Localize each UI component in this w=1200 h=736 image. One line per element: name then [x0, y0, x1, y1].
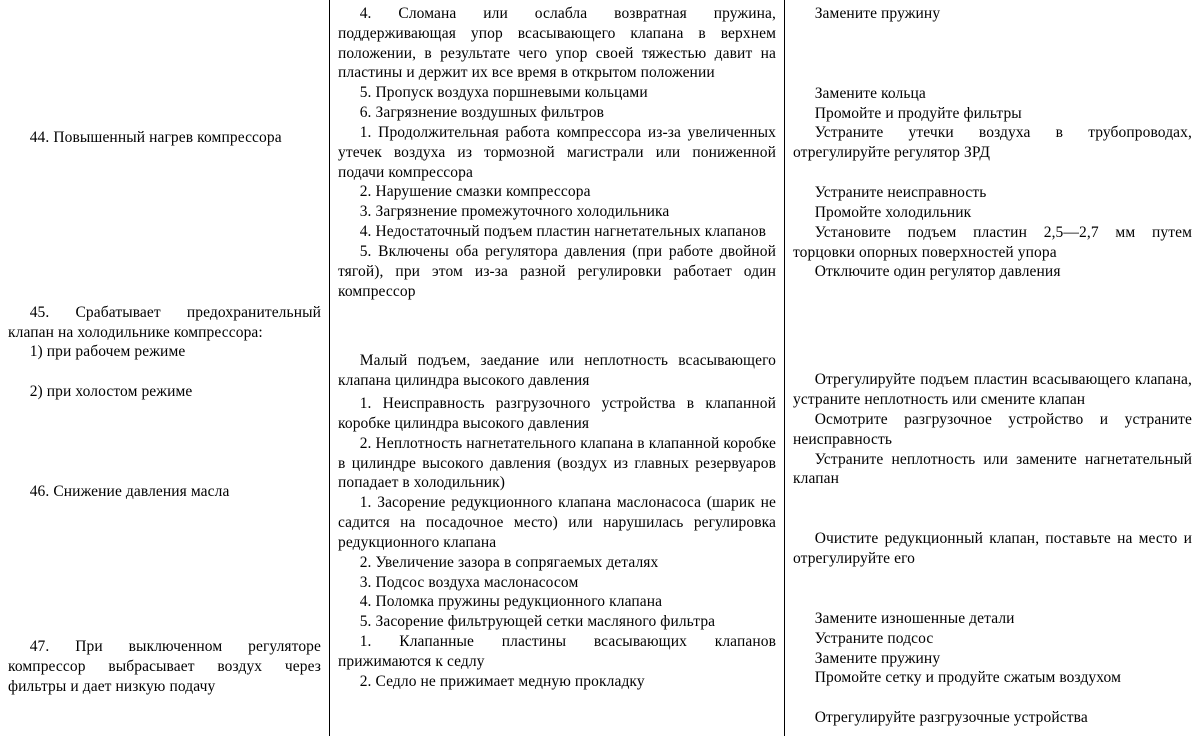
cause-m4: 4. Недостаточный подъем пластин нагнетат… [338, 222, 776, 242]
remedy-q1: Отрегулируйте разгрузочные устройства [793, 708, 1192, 728]
cause-m1: 1. Продолжительная работа компрессора из… [338, 123, 776, 182]
cause-m3: 3. Загрязнение промежуточного холодильни… [338, 202, 776, 222]
fault-46: 46. Снижение давления масла [8, 482, 321, 502]
remedy-m4: Установите подъем пластин 2,5—2,7 мм пут… [793, 223, 1192, 263]
remedy-p2: Замените изношенные детали [793, 609, 1192, 629]
remedy-p1: Очистите редукционный клапан, поставьте … [793, 529, 1192, 569]
cause-p3: 3. Подсос воздуха маслонасосом [338, 573, 776, 593]
remedy-p3: Устраните подсос [793, 629, 1192, 649]
remedy-m3: Промойте холодильник [793, 203, 1192, 223]
fault-45: 45. Срабатывает предохранительный клапан… [8, 303, 321, 343]
remedy-o2: Устраните неплотность или замените нагне… [793, 450, 1192, 490]
fault-45-1: 1) при рабочем режиме [8, 342, 321, 362]
remedy-p4: Замените пружину [793, 649, 1192, 669]
fault-45-2: 2) при холостом режиме [8, 382, 321, 402]
fault-47: 47. При выключенном регуляторе компрессо… [8, 637, 321, 696]
remedy-o1: Осмотрите разгрузочное устройство и устр… [793, 410, 1192, 450]
remedy-l5: Замените кольца [793, 84, 1192, 104]
remedy-p5: Промойте сетку и продуйте сжатым воздухо… [793, 668, 1192, 688]
column-fault: 44. Повышенный нагрев компрессора 45. Ср… [0, 0, 330, 736]
remedy-l4: Замените пружину [793, 4, 1192, 24]
remedy-m5: Отключите один регулятор давления [793, 262, 1192, 282]
cause-l6: 6. Загрязнение воздушных фильтров [338, 103, 776, 123]
cause-p4: 4. Поломка пружины редукционного клапана [338, 592, 776, 612]
column-remedy: Замените пружину Замените кольца Промойт… [785, 0, 1200, 736]
cause-q2: 2. Седло не прижимает медную прокладку [338, 672, 776, 692]
cause-o1: 1. Неисправность разгрузочного устройств… [338, 394, 776, 434]
cause-p2: 2. Увеличение зазора в сопрягаемых детал… [338, 553, 776, 573]
cause-m2: 2. Нарушение смазки компрессора [338, 182, 776, 202]
cause-l4: 4. Сломана или ослабла возвратная пружин… [338, 4, 776, 83]
column-cause: 4. Сломана или ослабла возвратная пружин… [330, 0, 785, 736]
cause-o2: 2. Неплотность нагнетательного клапана в… [338, 434, 776, 493]
remedy-m2: Устраните неисправность [793, 183, 1192, 203]
fault-44: 44. Повышенный нагрев компрессора [8, 128, 321, 148]
troubleshooting-table: 44. Повышенный нагрев компрессора 45. Ср… [0, 0, 1200, 736]
cause-n1: Малый подъем, заедание или неплотность в… [338, 351, 776, 391]
cause-m5: 5. Включены оба регулятора давления (при… [338, 242, 776, 301]
cause-l5: 5. Пропуск воздуха поршневыми кольцами [338, 83, 776, 103]
remedy-l6: Промойте и продуйте фильтры [793, 104, 1192, 124]
cause-p5: 5. Засорение фильтрующей сетки масляного… [338, 612, 776, 632]
remedy-m1: Устраните утечки воздуха в трубопроводах… [793, 123, 1192, 163]
remedy-n1: Отрегулируйте подъем пластин всасывающег… [793, 370, 1192, 410]
cause-q1: 1. Клапанные пластины всасывающих клапан… [338, 632, 776, 672]
cause-p1: 1. Засорение редукционного клапана масло… [338, 493, 776, 552]
